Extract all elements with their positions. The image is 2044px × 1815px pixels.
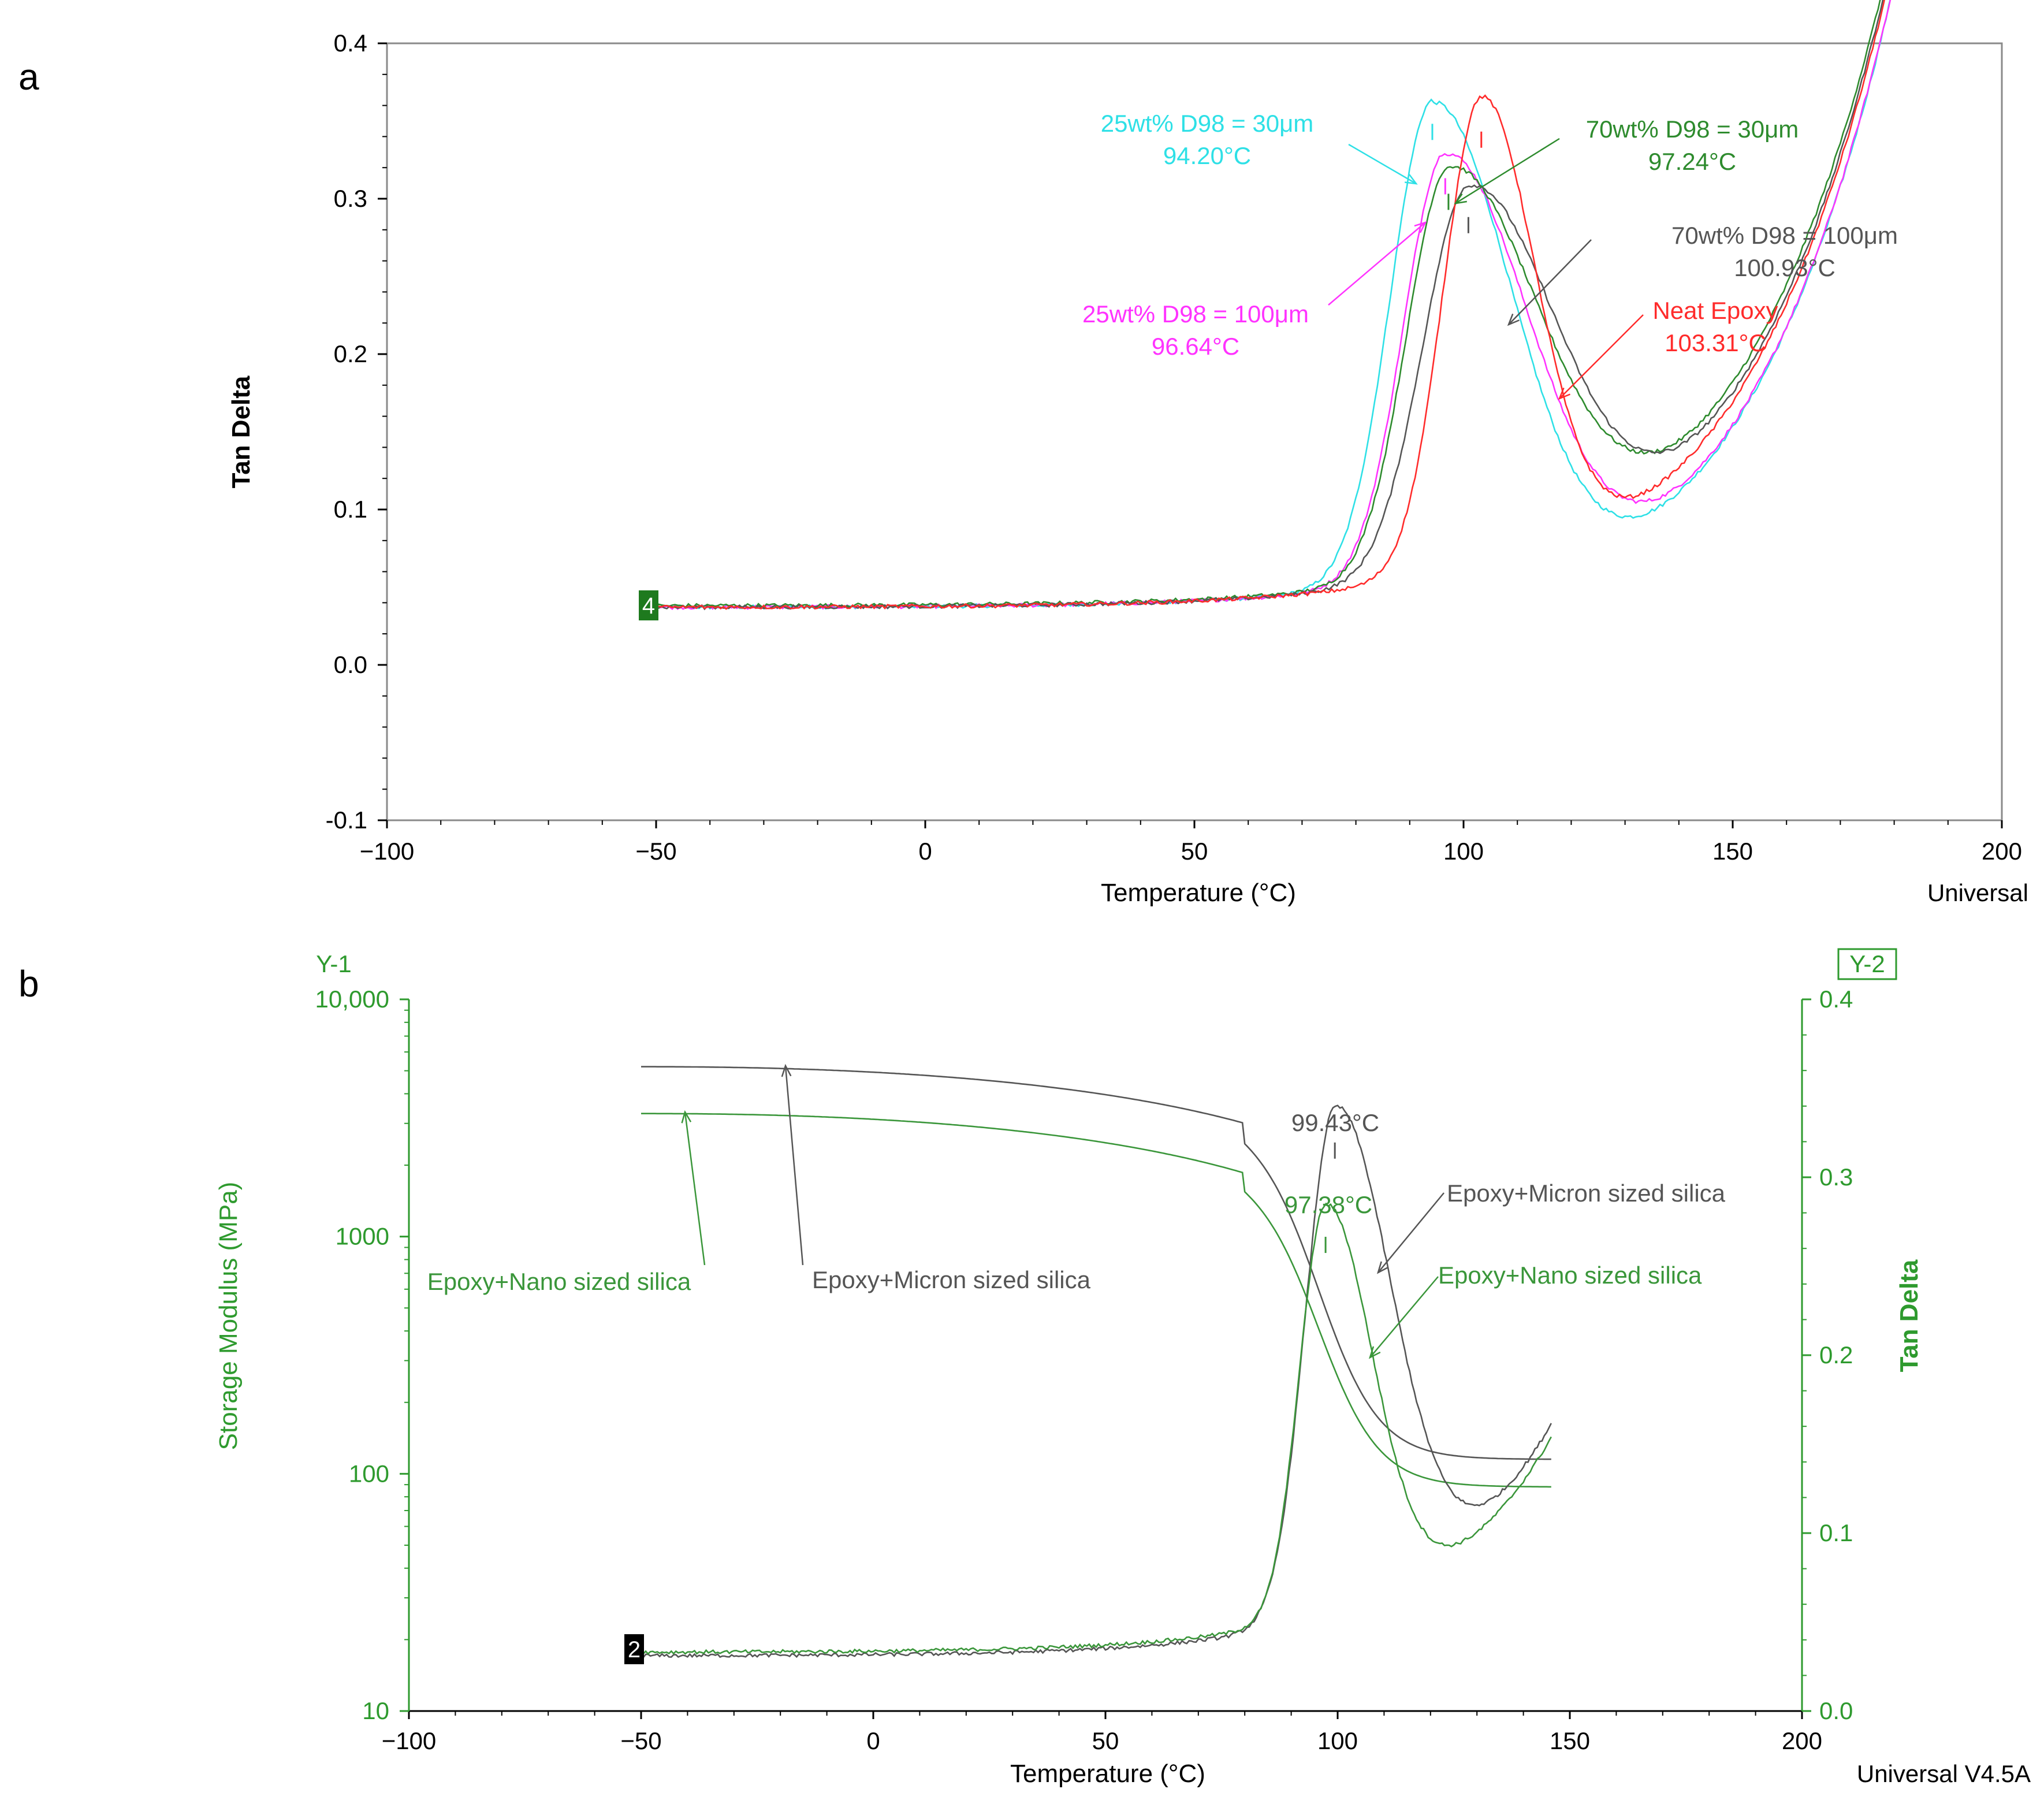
- y2-tick-label-b: 0.1: [1819, 1519, 1853, 1546]
- corner-label-a: Universal: [1927, 879, 2028, 906]
- x-tick-label-b: 0: [866, 1727, 880, 1754]
- x-tick-label-a: −100: [360, 838, 415, 865]
- series-label-b-micron-y2: Epoxy+Micron sized silica: [1447, 1180, 1726, 1207]
- x-tick-label-a: 50: [1181, 838, 1208, 865]
- leader-arrow-b: [1368, 1346, 1381, 1359]
- leader-arrow-b: [1376, 1261, 1389, 1274]
- series-label-b-micron-y1: Epoxy+Micron sized silica: [812, 1266, 1091, 1293]
- leader-arrow-w70_100: [1507, 313, 1520, 326]
- y-tick-label-a: -0.1: [326, 806, 367, 834]
- y-tick-label-a: 0.0: [334, 651, 367, 678]
- y2-tick-label-b: 0.0: [1819, 1697, 1853, 1724]
- leader-line-b: [784, 1065, 804, 1266]
- badge-text-a: 4: [642, 593, 655, 619]
- panel-letter-a: a: [18, 56, 39, 98]
- x-tick-label-a: −50: [635, 838, 676, 865]
- x-tick-label-b: 50: [1092, 1727, 1119, 1754]
- y1-tick-label-b: 1000: [336, 1223, 389, 1250]
- x-tick-label-b: 100: [1317, 1727, 1358, 1754]
- leader-line-b: [1377, 1192, 1444, 1273]
- x-tick-label-a: 150: [1712, 838, 1753, 865]
- peak-label-w25_100: 96.64°C: [1152, 333, 1239, 360]
- series-badge-a: 4: [639, 590, 658, 620]
- y-tick-label-a: 0.2: [334, 340, 367, 367]
- y2-tick-label-b: 0.3: [1819, 1163, 1853, 1191]
- tan-delta-line-micron: [641, 1104, 1552, 1658]
- chart-b: −100 −50 0 50 100 150 200 10 100 1000 10,000 0.0 0.1…: [214, 948, 2031, 1788]
- x-axis-title-a: Temperature (°C): [1101, 879, 1296, 907]
- y2-tick-label-b: 0.2: [1819, 1341, 1853, 1368]
- badge-box-b: [624, 1634, 644, 1664]
- leader-line-w25_30: [1348, 143, 1417, 185]
- x-tick-label-a: 0: [918, 838, 932, 865]
- panel-letter-b: b: [18, 963, 39, 1005]
- y1-axis-title-b: Storage Modulus (MPa): [214, 1182, 243, 1450]
- x-axis-title-b: Temperature (°C): [1010, 1760, 1205, 1788]
- y-axis-title-a: Tan Delta: [227, 375, 255, 488]
- y1-tick-label-b: 100: [349, 1460, 389, 1487]
- x-tick-label-b: −100: [382, 1727, 437, 1754]
- leader-arrow-b: [681, 1110, 692, 1124]
- series-label-neat: Neat Epoxy: [1652, 297, 1778, 324]
- peak-label-w25_30: 94.20°C: [1163, 142, 1251, 169]
- x-tick-label-b: 200: [1782, 1727, 1822, 1754]
- leader-arrow-w25_100: [1414, 221, 1427, 233]
- leader-line-w70_100: [1508, 239, 1592, 325]
- storage-modulus-line-micron: [641, 1066, 1551, 1460]
- y2-tick-label-b: 0.4: [1819, 985, 1853, 1013]
- y-tick-label-a: 0.4: [334, 29, 367, 57]
- leader-line-w25_100: [1328, 222, 1426, 306]
- peak-label-b-nano: 97.38°C: [1285, 1191, 1372, 1218]
- series-label-b-nano-y1: Epoxy+Nano sized silica: [427, 1268, 691, 1295]
- leader-arrow-w70_30: [1454, 193, 1467, 204]
- peak-label-w70_100: 100.93°C: [1734, 254, 1835, 281]
- y2-tag-box: [1837, 948, 1897, 980]
- y2-axis-title-b: Tan Delta: [1895, 1259, 1923, 1372]
- leader-arrow-w25_30: [1405, 174, 1418, 185]
- series-label-w70_30: 70wt% D98 = 30μm: [1586, 116, 1799, 143]
- y1-tick-label-b: 10,000: [315, 985, 389, 1013]
- leader-line-b: [684, 1111, 706, 1266]
- series-label-w25_30: 25wt% D98 = 30μm: [1101, 110, 1314, 137]
- tan-delta-line-nano: [641, 1202, 1552, 1655]
- y-tick-label-a: 0.1: [334, 496, 367, 523]
- peak-label-neat: 103.31°C: [1665, 329, 1766, 356]
- series-line-neat: [656, 0, 1885, 610]
- leader-arrow-neat: [1558, 387, 1570, 400]
- leader-line-b: [1369, 1276, 1439, 1358]
- badge-text-b: 2: [628, 1637, 641, 1662]
- series-label-w70_100: 70wt% D98 = 100μm: [1671, 222, 1898, 249]
- leader-line-neat: [1559, 314, 1644, 399]
- y1-tick-label-b: 10: [362, 1697, 389, 1724]
- corner-label-b: Universal V4.5A: [1857, 1760, 2031, 1787]
- x-tick-label-b: −50: [620, 1727, 661, 1754]
- peak-label-w70_30: 97.24°C: [1648, 148, 1736, 175]
- series-label-w25_100: 25wt% D98 = 100μm: [1082, 300, 1309, 328]
- x-tick-label-a: 100: [1443, 838, 1484, 865]
- leader-arrow-b: [781, 1063, 792, 1077]
- y1-tag: Y-1: [316, 950, 352, 977]
- x-tick-label-b: 150: [1550, 1727, 1590, 1754]
- x-tick-label-a: 200: [1982, 838, 2022, 865]
- peak-label-b-micron: 99.43°C: [1291, 1109, 1379, 1136]
- y-tick-label-a: 0.3: [334, 185, 367, 212]
- leader-line-w70_30: [1455, 137, 1560, 204]
- chart-a: −100 −50 0 50 100 150 200 -0.1 0.0 0.1 0.2 0.3 0.4 T…: [227, 0, 2028, 907]
- y2-tag: Y-2: [1849, 950, 1885, 977]
- series-badge-b: 2: [624, 1634, 644, 1664]
- storage-modulus-line-nano: [641, 1113, 1551, 1488]
- badge-box-a: [639, 590, 658, 620]
- series-label-b-nano-y2: Epoxy+Nano sized silica: [1438, 1262, 1702, 1289]
